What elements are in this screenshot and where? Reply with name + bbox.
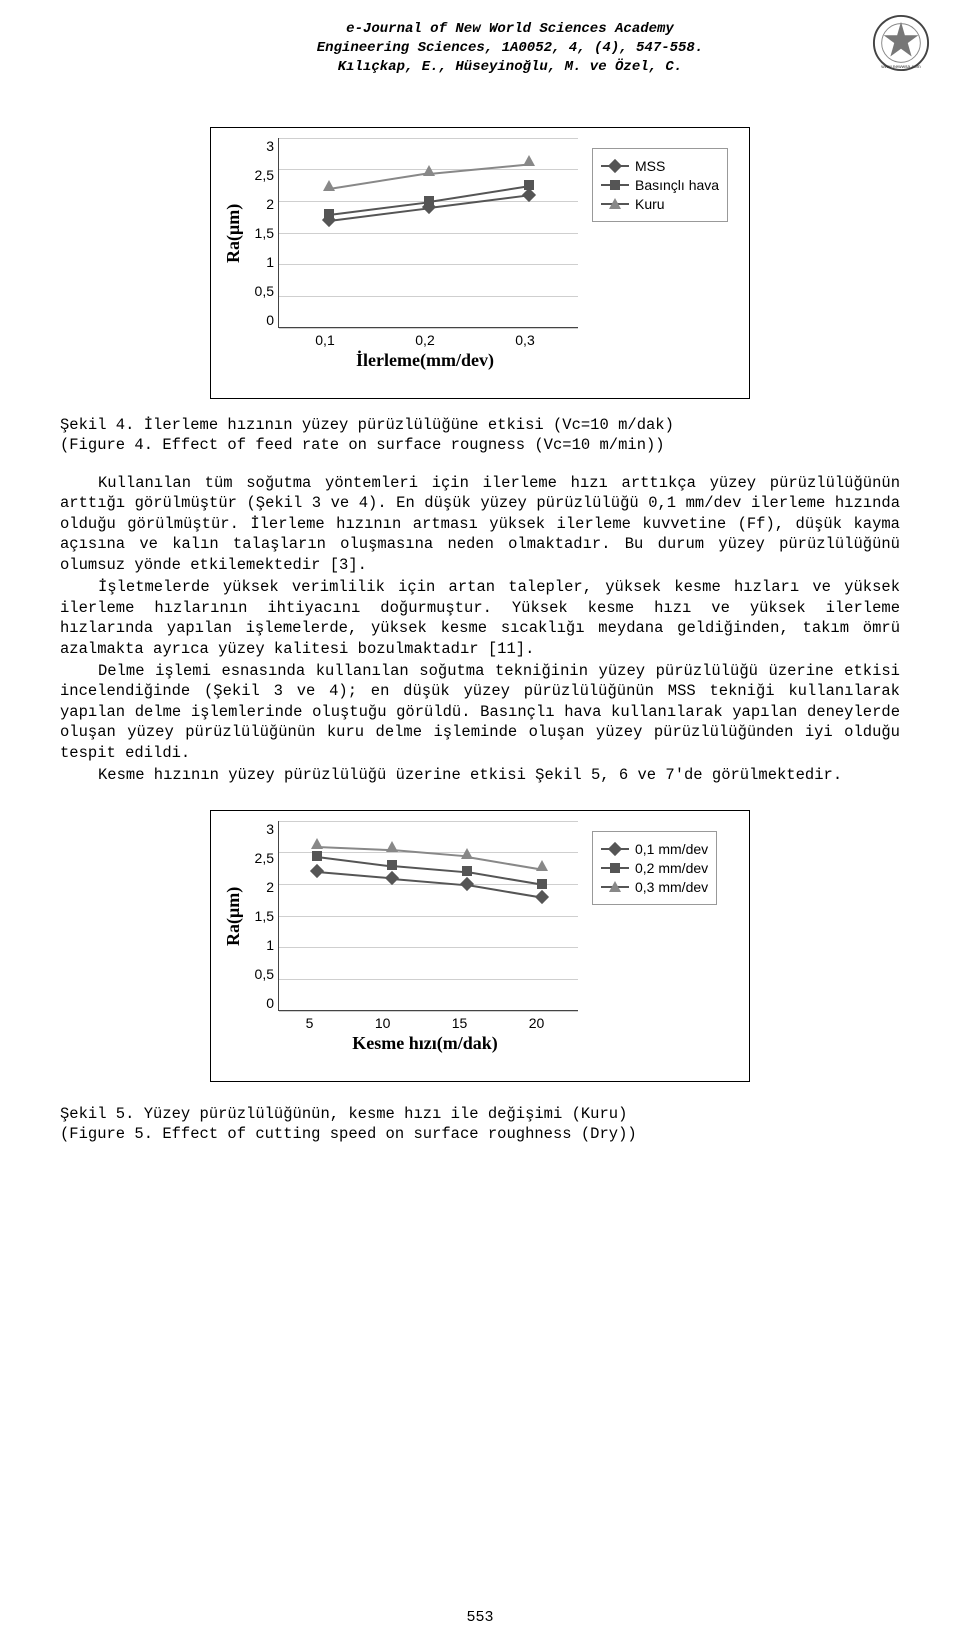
x-ticks: 0,1 0,2 0,3 — [275, 328, 575, 348]
y-axis-label: Ra(μm) — [221, 138, 246, 328]
caption-line: (Figure 5. Effect of cutting speed on su… — [60, 1124, 900, 1144]
legend-label: 0,3 mm/dev — [635, 879, 708, 895]
plot-area — [278, 138, 578, 328]
page-number: 553 — [0, 1609, 960, 1626]
paragraph: Delme işlemi esnasında kullanılan soğutm… — [60, 661, 900, 763]
legend-item: 0,3 mm/dev — [601, 879, 708, 895]
legend-label: Basınçlı hava — [635, 177, 719, 193]
body-text: Kullanılan tüm soğutma yöntemleri için i… — [60, 473, 900, 786]
y-tick: 3 — [246, 138, 274, 154]
legend-label: 0,1 mm/dev — [635, 841, 708, 857]
header-line: e-Journal of New World Sciences Academy — [240, 20, 780, 39]
legend-label: Kuru — [635, 196, 665, 212]
y-tick: 2,5 — [246, 850, 274, 866]
legend-label: 0,2 mm/dev — [635, 860, 708, 876]
x-axis-label: Kesme hızı(m/dak) — [275, 1033, 575, 1054]
y-tick: 2 — [246, 196, 274, 212]
header-line: Engineering Sciences, 1A0052, 4, (4), 54… — [240, 39, 780, 58]
y-tick: 1 — [246, 254, 274, 270]
y-tick: 2,5 — [246, 167, 274, 183]
legend-item: Kuru — [601, 196, 719, 212]
legend-item: Basınçlı hava — [601, 177, 719, 193]
y-ticks: 3 2,5 2 1,5 1 0,5 0 — [246, 138, 278, 328]
header-line: Kılıçkap, E., Hüseyinoğlu, M. ve Özel, C… — [240, 58, 780, 77]
paragraph: İşletmelerde yüksek verimlilik için arta… — [60, 577, 900, 659]
y-tick: 1,5 — [246, 225, 274, 241]
x-tick: 15 — [452, 1015, 468, 1031]
y-ticks: 3 2,5 2 1,5 1 0,5 0 — [246, 821, 278, 1011]
x-tick: 0,3 — [515, 332, 534, 348]
figure-4-chart: Ra(μm) 3 2,5 2 1,5 1 0,5 0 MSS Basınçlı … — [210, 127, 750, 399]
x-tick: 0,1 — [315, 332, 334, 348]
caption-line: (Figure 4. Effect of feed rate on surfac… — [60, 435, 900, 455]
chart-legend: MSS Basınçlı hava Kuru — [592, 148, 728, 222]
legend-label: MSS — [635, 158, 665, 174]
journal-header: e-Journal of New World Sciences Academy … — [240, 20, 780, 77]
paragraph: Kesme hızının yüzey pürüzlülüğü üzerine … — [60, 765, 900, 785]
y-tick: 0 — [246, 995, 274, 1011]
y-tick: 0,5 — [246, 966, 274, 982]
y-tick: 0 — [246, 312, 274, 328]
y-tick: 1,5 — [246, 908, 274, 924]
chart-legend: 0,1 mm/dev 0,2 mm/dev 0,3 mm/dev — [592, 831, 717, 905]
x-tick: 20 — [529, 1015, 545, 1031]
legend-item: MSS — [601, 158, 719, 174]
svg-text:www.newwsa.com: www.newwsa.com — [881, 65, 920, 70]
paragraph: Kullanılan tüm soğutma yöntemleri için i… — [60, 473, 900, 575]
figure-5-caption: Şekil 5. Yüzey pürüzlülüğünün, kesme hız… — [60, 1104, 900, 1144]
x-tick: 10 — [375, 1015, 391, 1031]
plot-area — [278, 821, 578, 1011]
y-tick: 1 — [246, 937, 274, 953]
y-tick: 3 — [246, 821, 274, 837]
caption-line: Şekil 4. İlerleme hızının yüzey pürüzlül… — [60, 415, 900, 435]
figure-5-chart: Ra(μm) 3 2,5 2 1,5 1 0,5 0 0,1 mm/dev 0,… — [210, 810, 750, 1082]
figure-4-caption: Şekil 4. İlerleme hızının yüzey pürüzlül… — [60, 415, 900, 455]
y-axis-label: Ra(μm) — [221, 821, 246, 1011]
x-tick: 0,2 — [415, 332, 434, 348]
legend-item: 0,1 mm/dev — [601, 841, 708, 857]
caption-line: Şekil 5. Yüzey pürüzlülüğünün, kesme hız… — [60, 1104, 900, 1124]
academy-logo-icon: www.newwsa.com — [872, 14, 930, 72]
x-axis-label: İlerleme(mm/dev) — [275, 350, 575, 371]
x-ticks: 5 10 15 20 — [275, 1011, 575, 1031]
x-tick: 5 — [306, 1015, 314, 1031]
y-tick: 0,5 — [246, 283, 274, 299]
y-tick: 2 — [246, 879, 274, 895]
legend-item: 0,2 mm/dev — [601, 860, 708, 876]
